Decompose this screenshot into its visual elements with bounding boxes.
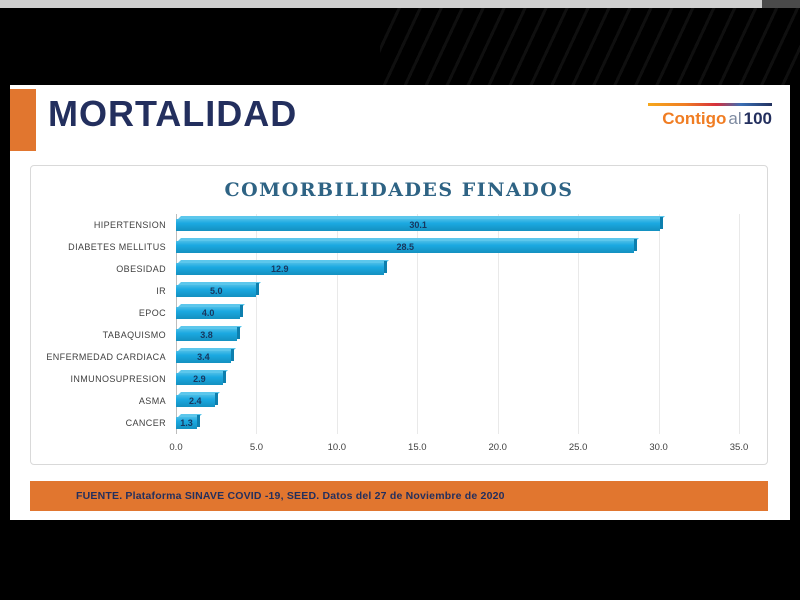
- chart-row: EPOC 4.0: [31, 302, 767, 324]
- x-tick-label: 35.0: [729, 442, 749, 453]
- chart-rows: HIPERTENSION 30.1 DIABETES MELLITUS 28.5 OBE…: [31, 214, 767, 434]
- bar: 2.9: [176, 371, 226, 385]
- x-tick-label: 10.0: [327, 442, 347, 453]
- chart-row: HIPERTENSION 30.1: [31, 214, 767, 236]
- top-corner-block: [762, 0, 800, 8]
- gridline: [497, 214, 499, 434]
- gridline: [336, 214, 338, 434]
- bar: 30.1: [176, 217, 664, 231]
- chart-row: DIABETES MELLITUS 28.5: [31, 236, 767, 258]
- value-label: 1.3: [180, 418, 193, 428]
- gridline: [739, 214, 740, 434]
- chart-plot: HIPERTENSION 30.1 DIABETES MELLITUS 28.5 OBE…: [31, 214, 767, 460]
- bar-track: 2.4: [176, 393, 739, 408]
- chart-title: COMORBILIDADES FINADOS: [224, 179, 574, 201]
- contigo-al-100-logo: Contigo al 100: [642, 103, 772, 128]
- value-label: 28.5: [396, 242, 414, 252]
- decorative-stripes: [380, 8, 800, 86]
- title-accent-bar: [10, 89, 36, 151]
- chart-row: OBESIDAD 12.9: [31, 258, 767, 280]
- bar: 12.9: [176, 261, 386, 275]
- x-tick-label: 5.0: [249, 442, 264, 453]
- value-label: 4.0: [201, 308, 215, 318]
- bar: 3.4: [176, 349, 234, 363]
- bar-track: 12.9: [176, 261, 739, 276]
- category-label: HIPERTENSION: [93, 220, 166, 230]
- gridline: [658, 214, 660, 434]
- category-label: DIABETES MELLITUS: [68, 242, 166, 252]
- bar-track: 4.0: [176, 305, 739, 320]
- chart-row: ASMA 2.4: [31, 390, 767, 412]
- chart-x-axis: 0.0 5.0 10.0 15.0 20.0 25.0 30.0 35.0: [169, 438, 748, 460]
- category-label: ENFERMEDAD CARDIACA: [46, 352, 166, 362]
- x-tick-label: 20.0: [488, 442, 507, 453]
- bar: 1.3: [176, 415, 200, 429]
- gridline: [578, 214, 580, 434]
- logo-text: Contigo al 100: [642, 110, 772, 128]
- category-label: ASMA: [138, 396, 166, 406]
- chart-row: IR 5.0: [31, 280, 767, 302]
- value-label: 2.4: [189, 396, 202, 406]
- chart-row: ENFERMEDAD CARDIACA 3.4: [31, 346, 767, 368]
- slide: MORTALIDAD Contigo al 100 COMORBILIDADES F…: [10, 85, 790, 520]
- chart-row: TABAQUISMO 3.8: [31, 324, 767, 346]
- value-label: 2.9: [193, 374, 206, 384]
- slide-title: MORTALIDAD: [48, 93, 298, 134]
- logo-word-al: al: [728, 109, 742, 128]
- bar-track: 3.4: [176, 349, 739, 364]
- bar-track: 2.9: [176, 371, 739, 386]
- x-tick-label: 30.0: [649, 442, 668, 453]
- category-label: IR: [156, 286, 166, 296]
- bar: 3.8: [176, 327, 241, 341]
- bar: 4.0: [176, 305, 244, 319]
- value-label: 3.4: [197, 352, 210, 362]
- chart-row: CANCER 1.3: [31, 412, 767, 434]
- logo-gradient-line: [648, 103, 772, 106]
- gridline: [256, 214, 258, 434]
- gridline: [417, 214, 419, 434]
- chart-gridlines: [176, 214, 740, 434]
- value-label: 3.8: [200, 330, 213, 340]
- logo-word-100: 100: [743, 109, 772, 128]
- bar-track: 30.1: [176, 217, 739, 232]
- category-label: INMUNOSUPRESION: [70, 374, 166, 384]
- bar: 2.4: [176, 393, 218, 407]
- x-tick-label: 0.0: [169, 442, 183, 453]
- value-label: 5.0: [209, 286, 223, 296]
- source-text: FUENTE. Plataforma SINAVE COVID -19, SEE…: [76, 490, 505, 502]
- category-label: TABAQUISMO: [102, 330, 166, 340]
- top-strip: [0, 0, 762, 8]
- x-tick-label: 15.0: [408, 442, 427, 453]
- source-bar: FUENTE. Plataforma SINAVE COVID -19, SEE…: [30, 481, 768, 511]
- logo-word-contigo: Contigo: [662, 109, 727, 128]
- chart-row: INMUNOSUPRESION 2.9: [31, 368, 767, 390]
- gridline: [176, 214, 177, 434]
- bar: 5.0: [176, 283, 260, 297]
- value-label: 12.9: [270, 264, 289, 274]
- category-label: CANCER: [125, 418, 166, 428]
- chart-container: COMORBILIDADES FINADOS HIPERTENSION 30.1 D…: [30, 165, 768, 465]
- bar-track: 1.3: [176, 415, 739, 430]
- x-tick-label: 25.0: [568, 442, 588, 453]
- category-label: EPOC: [138, 308, 166, 318]
- bar: 28.5: [176, 239, 638, 253]
- category-label: OBESIDAD: [116, 264, 166, 274]
- bar-track: 28.5: [176, 239, 739, 254]
- bar-track: 3.8: [176, 327, 739, 342]
- bar-track: 5.0: [176, 283, 739, 298]
- value-label: 30.1: [409, 220, 427, 230]
